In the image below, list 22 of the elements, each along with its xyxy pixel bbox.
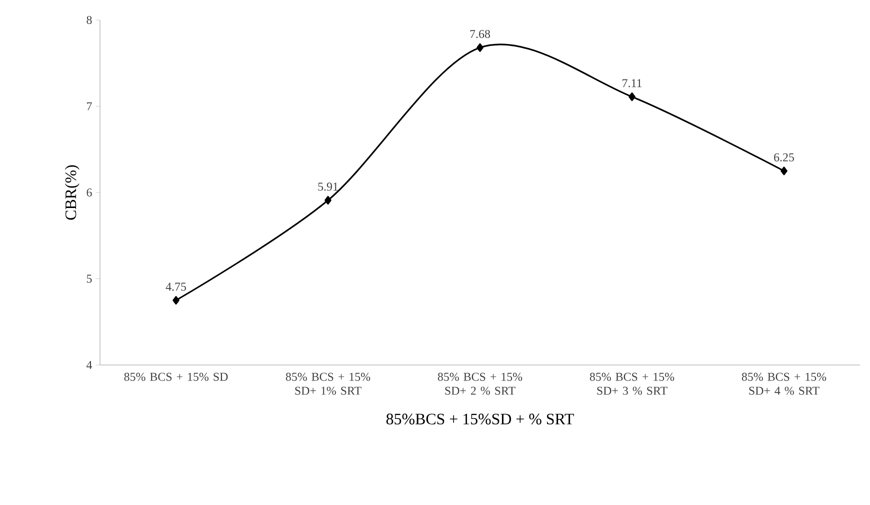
point: [628, 92, 636, 102]
point: [476, 43, 484, 52]
y-tick-label: 7: [87, 102, 92, 110]
x-tick-label: 85% BCS + 15% SD+ 3 % SRT: [590, 372, 674, 395]
point: [780, 166, 788, 176]
data-label: 7.68: [470, 30, 490, 38]
x-tick-label: 85% BCS + 15% SD: [124, 372, 228, 381]
point: [324, 196, 332, 205]
x-tick-label: 85% BCS + 15% SD+ 4 % SRT: [742, 372, 826, 395]
data-label: 7.11: [622, 79, 642, 88]
x-tick-label: 85% BCS + 15% SD+ 2 % SRT: [438, 372, 522, 395]
y-axis-title: CBR(%): [64, 165, 80, 220]
x-tick-label: 85% BCS + 15% SD+ 1% SRT: [286, 372, 370, 395]
data-label: 6.25: [774, 153, 794, 162]
point: [172, 296, 180, 305]
y-tick-label: 6: [86, 188, 92, 197]
y-tick-label: 8: [86, 16, 92, 24]
y-tick-label: 5: [86, 274, 92, 283]
y-tick-label: 4: [86, 361, 92, 369]
x-axis-title: 85%BCS + 15%SD + % SRT: [386, 414, 574, 424]
data-label: 4.75: [166, 282, 186, 291]
data-label: 5.91: [318, 182, 338, 191]
